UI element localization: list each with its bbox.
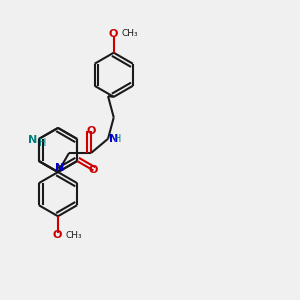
Text: N: N <box>55 164 64 173</box>
Text: H: H <box>39 138 46 148</box>
Text: CH₃: CH₃ <box>66 231 82 240</box>
Text: O: O <box>108 29 118 39</box>
Text: N: N <box>109 134 118 144</box>
Text: O: O <box>89 165 98 176</box>
Text: CH₃: CH₃ <box>122 29 138 38</box>
Text: H: H <box>114 134 122 144</box>
Text: N: N <box>28 136 37 146</box>
Text: O: O <box>52 230 62 240</box>
Text: O: O <box>86 126 96 136</box>
